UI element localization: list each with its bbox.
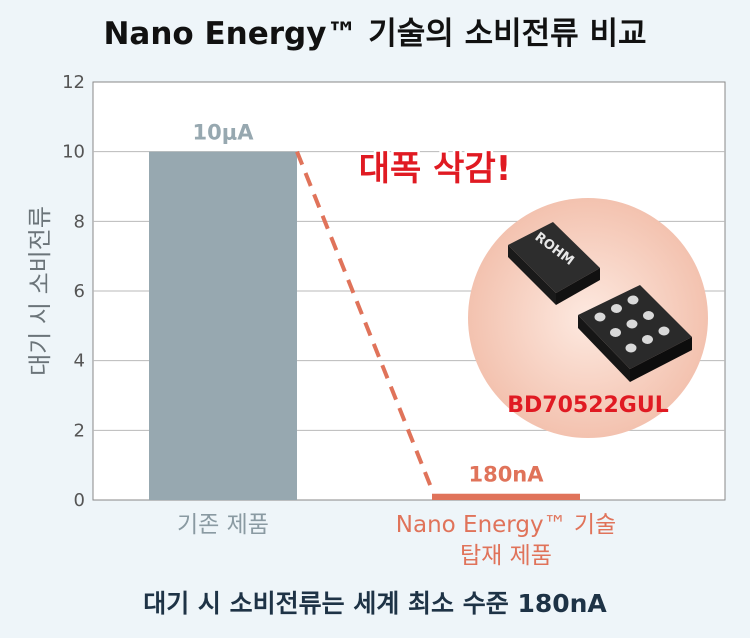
footer-caption: 대기 시 소비전류는 세계 최소 수준 180nA <box>143 589 607 618</box>
bar-nano-energy-product <box>432 493 580 500</box>
y-tick-label: 2 <box>74 420 85 441</box>
solder-ball <box>610 328 621 337</box>
solder-ball <box>594 312 606 322</box>
category-label-nano-line1: Nano Energy™ 기술 <box>396 512 616 538</box>
bar-existing-product <box>149 151 297 500</box>
y-axis-label: 대기 시 소비전류 <box>26 206 54 376</box>
data-label-nano: 180nA <box>468 463 544 487</box>
y-tick-label: 0 <box>74 490 85 511</box>
y-tick-label: 12 <box>62 72 85 93</box>
product-image: ROHM BD70522GUL <box>468 198 708 438</box>
y-tick-label: 6 <box>74 281 85 302</box>
solder-ball <box>642 335 653 344</box>
solder-ball <box>625 343 637 353</box>
callout-text: 대폭 삭감! <box>359 149 511 189</box>
chart-title: Nano Energy™ 기술의 소비전류 비교 <box>103 16 647 52</box>
data-label-existing: 10μA <box>193 121 255 145</box>
chip-bottom-view <box>578 285 692 382</box>
y-tick-label: 10 <box>62 142 85 163</box>
y-tick-label: 8 <box>74 211 85 232</box>
y-tick-labels: 0 2 4 6 8 10 12 <box>62 72 85 511</box>
category-label-nano-line2: 탑재 제품 <box>460 543 552 569</box>
category-label-existing: 기존 제품 <box>177 512 269 538</box>
solder-ball <box>611 304 622 313</box>
solder-ball <box>626 319 638 329</box>
solder-ball <box>658 326 670 336</box>
solder-ball <box>643 311 654 320</box>
chip-top-view: ROHM <box>508 222 600 305</box>
reduction-dashed-line <box>295 150 434 491</box>
solder-ball <box>627 295 639 305</box>
y-tick-label: 4 <box>74 351 85 372</box>
product-name: BD70522GUL <box>507 393 669 418</box>
